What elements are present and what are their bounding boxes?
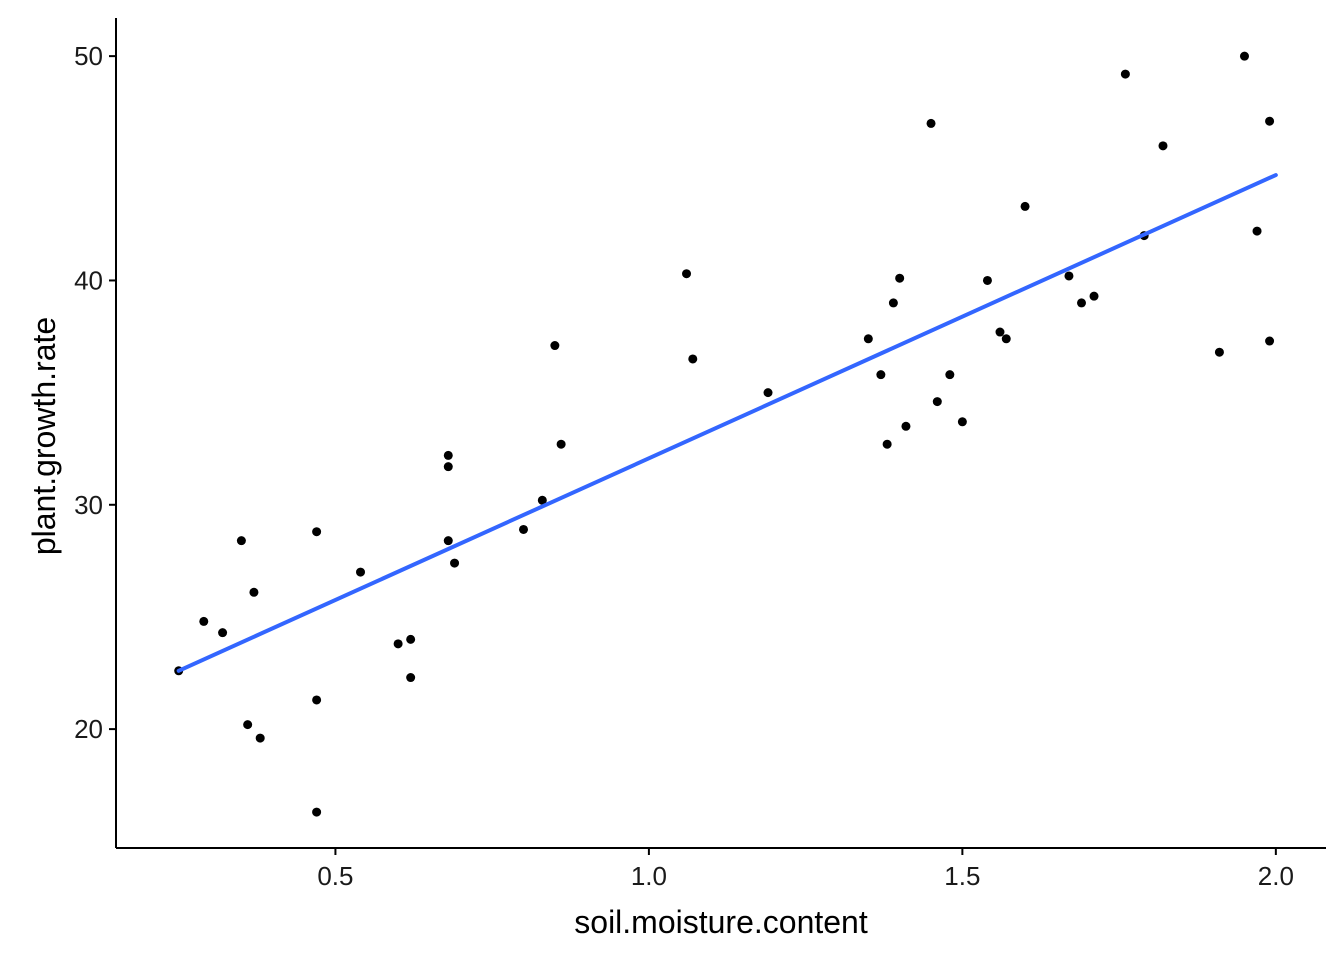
data-point bbox=[932, 397, 942, 407]
y-axis-ticks: 20 30 40 50 bbox=[74, 41, 116, 744]
data-point bbox=[1089, 291, 1099, 301]
data-point bbox=[945, 370, 955, 380]
data-point bbox=[537, 495, 547, 505]
x-tick-label: 1.0 bbox=[631, 861, 667, 891]
x-tick-label: 0.5 bbox=[317, 861, 353, 891]
data-point bbox=[888, 298, 898, 308]
data-point bbox=[688, 354, 698, 364]
data-point bbox=[1265, 336, 1275, 346]
data-point bbox=[863, 334, 873, 344]
data-point bbox=[312, 695, 322, 705]
data-point bbox=[957, 417, 967, 427]
x-tick-label: 1.5 bbox=[944, 861, 980, 891]
x-axis-title: soil.moisture.content bbox=[574, 904, 868, 940]
data-point bbox=[406, 634, 416, 644]
data-point bbox=[249, 587, 259, 597]
data-point bbox=[443, 536, 453, 546]
data-point bbox=[356, 567, 366, 577]
data-point bbox=[1239, 51, 1249, 61]
data-point bbox=[982, 275, 992, 285]
data-point bbox=[1214, 347, 1224, 357]
data-point bbox=[443, 450, 453, 460]
data-point bbox=[393, 639, 403, 649]
data-point bbox=[236, 536, 246, 546]
data-point bbox=[443, 462, 453, 472]
data-point bbox=[1020, 201, 1030, 211]
data-point bbox=[243, 720, 253, 730]
data-point bbox=[1001, 334, 1011, 344]
data-point bbox=[876, 370, 886, 380]
data-point bbox=[1064, 271, 1074, 281]
data-point bbox=[901, 421, 911, 431]
data-point bbox=[255, 733, 265, 743]
data-point bbox=[550, 341, 560, 351]
y-axis-title: plant.growth.rate bbox=[26, 317, 62, 555]
y-tick-label: 50 bbox=[74, 41, 103, 71]
data-point bbox=[519, 524, 529, 534]
data-point bbox=[218, 628, 228, 638]
data-point bbox=[1076, 298, 1086, 308]
data-point bbox=[882, 439, 892, 449]
data-point bbox=[199, 616, 209, 626]
data-point bbox=[1265, 116, 1275, 126]
data-point bbox=[312, 527, 322, 537]
data-point bbox=[1252, 226, 1262, 236]
data-point bbox=[895, 273, 905, 283]
data-point bbox=[450, 558, 460, 568]
data-point bbox=[926, 118, 936, 128]
data-point bbox=[995, 327, 1005, 337]
data-point bbox=[1158, 141, 1168, 151]
y-tick-label: 30 bbox=[74, 490, 103, 520]
data-point bbox=[763, 388, 773, 398]
y-tick-label: 40 bbox=[74, 265, 103, 295]
x-axis-ticks: 0.5 1.0 1.5 2.0 bbox=[317, 848, 1294, 891]
data-point bbox=[682, 269, 692, 279]
data-point bbox=[406, 673, 416, 683]
data-point bbox=[1120, 69, 1130, 79]
x-tick-label: 2.0 bbox=[1258, 861, 1294, 891]
data-points bbox=[174, 51, 1275, 817]
data-point bbox=[556, 439, 566, 449]
trend-line bbox=[176, 173, 1278, 673]
y-tick-label: 20 bbox=[74, 714, 103, 744]
data-point bbox=[312, 807, 322, 817]
